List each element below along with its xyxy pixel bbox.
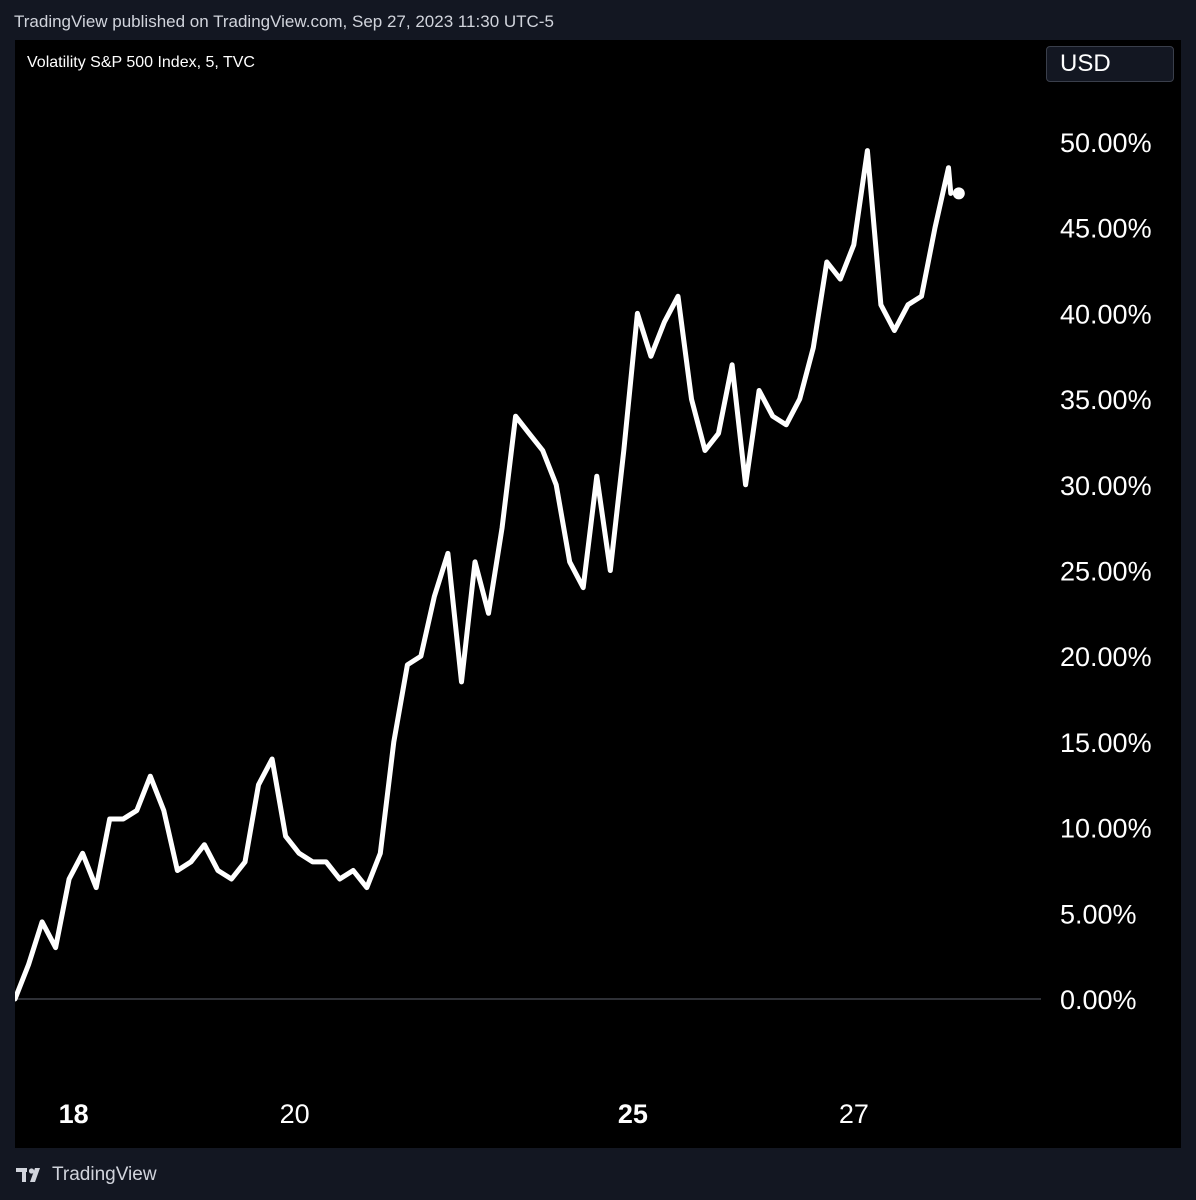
y-tick-label: 15.00% bbox=[1060, 728, 1152, 758]
y-tick-label: 25.00% bbox=[1060, 557, 1152, 587]
y-tick-label: 50.00% bbox=[1060, 128, 1152, 158]
y-tick-label: 10.00% bbox=[1060, 814, 1152, 844]
y-axis[interactable]: 0.00% 5.00% 10.00% 15.00% 20.00% 25.00% 30.00%… bbox=[1060, 128, 1152, 1015]
x-tick-label: 27 bbox=[839, 1099, 869, 1129]
chart-plot[interactable]: 0.00% 5.00% 10.00% 15.00% 20.00% 25.00% 30.00%… bbox=[15, 40, 1181, 1148]
x-axis[interactable]: 18 20 25 27 bbox=[59, 1099, 869, 1129]
series-line bbox=[15, 148, 954, 1002]
y-tick-label: 30.00% bbox=[1060, 471, 1152, 501]
last-price-dot bbox=[952, 187, 965, 200]
y-tick-label: 45.00% bbox=[1060, 214, 1152, 244]
y-tick-label: 0.00% bbox=[1060, 985, 1137, 1015]
x-tick-label: 25 bbox=[618, 1099, 648, 1129]
footer-brand[interactable]: TradingView bbox=[16, 1162, 157, 1188]
y-tick-label: 35.00% bbox=[1060, 385, 1152, 415]
tradingview-logo-icon bbox=[16, 1168, 40, 1182]
published-header: TradingView published on TradingView.com… bbox=[14, 12, 554, 31]
chart-panel[interactable]: 0.00% 5.00% 10.00% 15.00% 20.00% 25.00% 30.00%… bbox=[15, 40, 1181, 1148]
x-tick-label: 20 bbox=[280, 1099, 310, 1129]
symbol-title: Volatility S&P 500 Index, 5, TVC bbox=[27, 54, 255, 71]
y-tick-label: 40.00% bbox=[1060, 299, 1152, 329]
footer-brand-label: TradingView bbox=[52, 1164, 157, 1185]
y-tick-label: 20.00% bbox=[1060, 642, 1152, 672]
y-tick-label: 5.00% bbox=[1060, 899, 1137, 929]
x-tick-label: 18 bbox=[59, 1099, 89, 1129]
currency-button[interactable]: USD bbox=[1046, 46, 1174, 82]
